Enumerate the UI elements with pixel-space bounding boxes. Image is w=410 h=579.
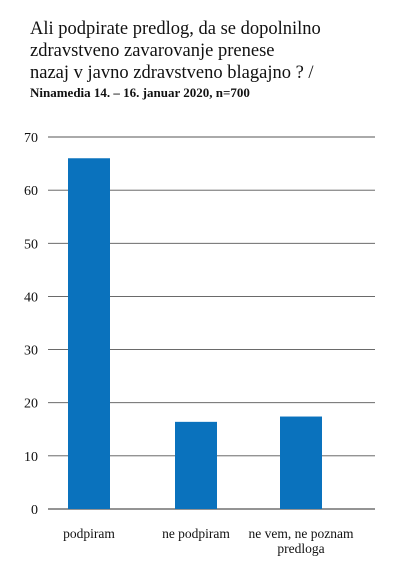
y-tick: 0 [31,503,38,518]
y-tick: 70 [24,131,38,146]
y-tick: 20 [24,397,38,412]
chart-subtitle: Ninamedia 14. – 16. januar 2020, n=700 [30,85,250,100]
bars [68,158,322,509]
bar [175,421,217,509]
bar [280,416,322,509]
y-tick-label: 10 [24,450,38,465]
y-tick-label: 60 [24,184,38,199]
y-tick-label: 30 [24,344,38,359]
y-axis-ticks: 0 10 20 30 40 50 60 70 [24,131,38,518]
chart-header: Ali podpirate predlog, da se dopolnilno … [30,18,400,101]
chart-title-line: nazaj v javno zdravstveno blagajno ? / [30,63,314,83]
y-tick: 50 [24,237,38,252]
chart-title-line: zdravstveno zavarovanje prenese [30,41,275,61]
y-tick: 40 [24,290,38,305]
x-tick-label: ne podpiram [162,526,230,541]
x-axis-labels: podpiram ne podpiram ne vem, ne poznampred… [63,526,354,556]
x-tick-label: podpiram [63,526,115,541]
x-tick-label: predloga [277,541,324,556]
y-tick: 10 [24,450,38,465]
chart-title-line: Ali podpirate predlog, da se dopolnilno [30,19,321,39]
y-tick: 60 [24,184,38,199]
y-tick-label: 20 [24,397,38,412]
y-tick-label: 70 [24,131,38,146]
bar [68,158,110,509]
y-tick-label: 0 [31,503,38,518]
y-tick-label: 40 [24,290,38,305]
chart-title: Ali podpirate predlog, da se dopolnilno … [30,18,400,84]
y-tick: 30 [24,344,38,359]
y-tick-label: 50 [24,237,38,252]
x-tick-label: ne vem, ne poznam [249,526,354,541]
